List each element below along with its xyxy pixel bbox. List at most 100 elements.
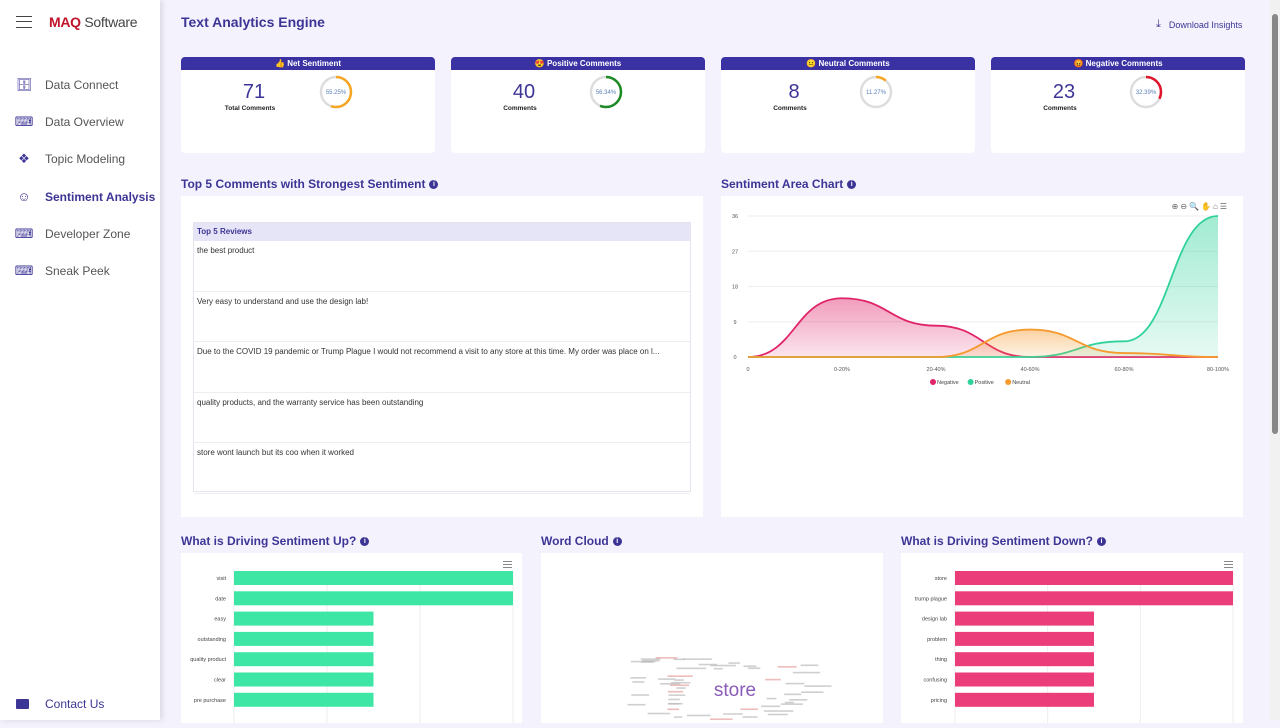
- kpi-progress-ring: 55.25%: [319, 75, 353, 109]
- top5-table: Top 5 Reviews the best product Very easy …: [193, 222, 691, 494]
- word-cloud-word: [674, 679, 684, 681]
- legend-marker: [930, 379, 936, 385]
- bar-label: date: [215, 596, 226, 602]
- bar: [955, 591, 1233, 606]
- x-tick-label: 20-40%: [927, 367, 946, 373]
- bar: [234, 652, 374, 667]
- code-window-icon: ⌨: [14, 263, 34, 279]
- word-cloud-title: Word Cloud i: [541, 534, 622, 548]
- bar: [955, 672, 1094, 687]
- word-cloud-word: [761, 705, 781, 708]
- sidebar-item-developer-zone[interactable]: ⌨ Developer Zone: [14, 225, 131, 241]
- info-icon[interactable]: i: [847, 180, 857, 190]
- x-tick-label: 0: [746, 367, 749, 373]
- chart-toolbar[interactable]: ⊕⊖🔍✋⌂☰: [1171, 202, 1229, 211]
- area-negative: [748, 298, 1218, 357]
- word-cloud-word: [667, 690, 684, 693]
- word-cloud-word: [740, 708, 759, 711]
- word-cloud: store: [627, 657, 832, 721]
- word-cloud-word: [800, 664, 819, 667]
- info-icon[interactable]: i: [360, 537, 370, 547]
- bar: [234, 631, 374, 646]
- word-cloud-word: [801, 691, 824, 694]
- x-tick-label: 40-60%: [1021, 367, 1040, 373]
- contact-us-link[interactable]: Contact Us: [16, 697, 104, 711]
- word-cloud-word: [655, 657, 678, 659]
- word-cloud-word: [743, 665, 757, 668]
- top5-panel: Top 5 Reviews the best product Very easy …: [181, 196, 703, 517]
- word-cloud-word: [710, 664, 736, 667]
- emoji-icon: 😡: [1073, 59, 1084, 68]
- kpi-value: 8: [788, 81, 800, 103]
- word-cloud-word: [698, 663, 718, 666]
- word-cloud-word: [792, 671, 821, 674]
- emoji-icon: 😍: [534, 59, 545, 68]
- table-row: store wont launch but its coo when it wo…: [194, 443, 690, 494]
- area-chart: 0 9 18 27 36 0 0-20% 20-40% 40-60% 60-80% 80-100% N…: [732, 214, 1229, 386]
- sidebar-item-sneak-peek[interactable]: ⌨ Sneak Peek: [14, 263, 110, 279]
- legend-marker: [967, 379, 974, 385]
- sidebar-item-data-connect[interactable]: 🗄 Data Connect: [15, 76, 119, 92]
- sentiment-up-chart: visit date easy outstanding quality product c…: [190, 571, 514, 723]
- bar-label: confusing: [923, 678, 947, 684]
- x-tick-label: 60-80%: [1115, 367, 1134, 373]
- emoji-icon: 👍: [275, 59, 285, 68]
- sidebar-item-data-overview[interactable]: ⌨ Data Overview: [14, 113, 124, 129]
- word-cloud-panel: store: [541, 553, 883, 723]
- sidebar-item-topic-modeling[interactable]: ❖ Topic Modeling: [0, 141, 160, 178]
- bar: [955, 611, 1094, 626]
- kpi-percent: 56.34%: [596, 90, 617, 96]
- chart-menu-icon[interactable]: [1224, 561, 1233, 568]
- sidebar: MAQ Software 🗄 Data Connect ⌨ Data Overview…: [0, 0, 160, 720]
- bar-label: outstanding: [198, 637, 226, 643]
- word-cloud-word: [647, 712, 671, 715]
- sentiment-down-panel: store trump plague design lab problem thing c…: [901, 553, 1243, 723]
- word-cloud-word: [804, 685, 832, 687]
- bar-label: pre purchase: [194, 698, 226, 704]
- sentiment-up-panel: visit date easy outstanding quality product c…: [181, 553, 522, 723]
- bar: [234, 692, 374, 707]
- kpi-value: 40: [512, 81, 536, 103]
- word-cloud-word: [673, 658, 686, 661]
- sidebar-item-sentiment-analysis[interactable]: ☺ Sentiment Analysis: [17, 189, 156, 205]
- line-neutral: [748, 328, 1219, 358]
- kpi-card: 😍 Positive Comments 40 Comments 56.34%: [451, 57, 705, 153]
- word-cloud-word: [658, 678, 676, 680]
- bar: [955, 692, 1094, 707]
- download-icon: ⤓: [1156, 18, 1161, 30]
- word-cloud-word: [713, 667, 723, 670]
- info-icon[interactable]: i: [429, 180, 439, 190]
- kpi-label: Comments: [1043, 105, 1077, 112]
- bar-label: visit: [217, 576, 227, 582]
- info-icon[interactable]: i: [1097, 537, 1107, 547]
- word-cloud-word: [667, 702, 683, 705]
- word-cloud-word: [785, 682, 805, 685]
- word-cloud-word: [780, 703, 803, 705]
- cubes-icon: ❖: [18, 151, 30, 167]
- y-tick-label: 0: [733, 355, 736, 361]
- bar-label: quality product: [190, 657, 226, 663]
- word-cloud-word: [671, 681, 691, 684]
- word-cloud-word: [668, 694, 686, 696]
- bar-label: clear: [214, 678, 226, 684]
- chart-menu-icon[interactable]: [503, 561, 512, 568]
- kpi-progress-ring: 11.27%: [859, 75, 893, 109]
- kpi-percent: 55.25%: [326, 90, 347, 96]
- word-cloud-word: [642, 659, 660, 662]
- hamburger-menu-icon[interactable]: [16, 16, 32, 28]
- x-tick-label: 80-100%: [1207, 367, 1229, 373]
- word-cloud-word: [789, 699, 808, 701]
- scrollbar[interactable]: [1270, 0, 1280, 720]
- word-cloud-word: [676, 667, 707, 670]
- info-icon[interactable]: i: [612, 537, 622, 547]
- word-cloud-word: [627, 703, 646, 706]
- sentiment-down-chart: store trump plague design lab problem thing c…: [915, 571, 1234, 723]
- bar: [955, 571, 1233, 585]
- download-insights-button[interactable]: ⤓ Download Insights: [1156, 18, 1243, 30]
- legend-label: Neutral: [1012, 380, 1030, 386]
- smiley-icon: ☺: [17, 189, 31, 205]
- y-tick-label: 36: [732, 214, 738, 220]
- word-cloud-word: [686, 714, 711, 717]
- kpi-card: 👍 Net Sentiment 71 Total Comments 55.25%: [181, 57, 435, 153]
- word-cloud-word: [682, 658, 712, 660]
